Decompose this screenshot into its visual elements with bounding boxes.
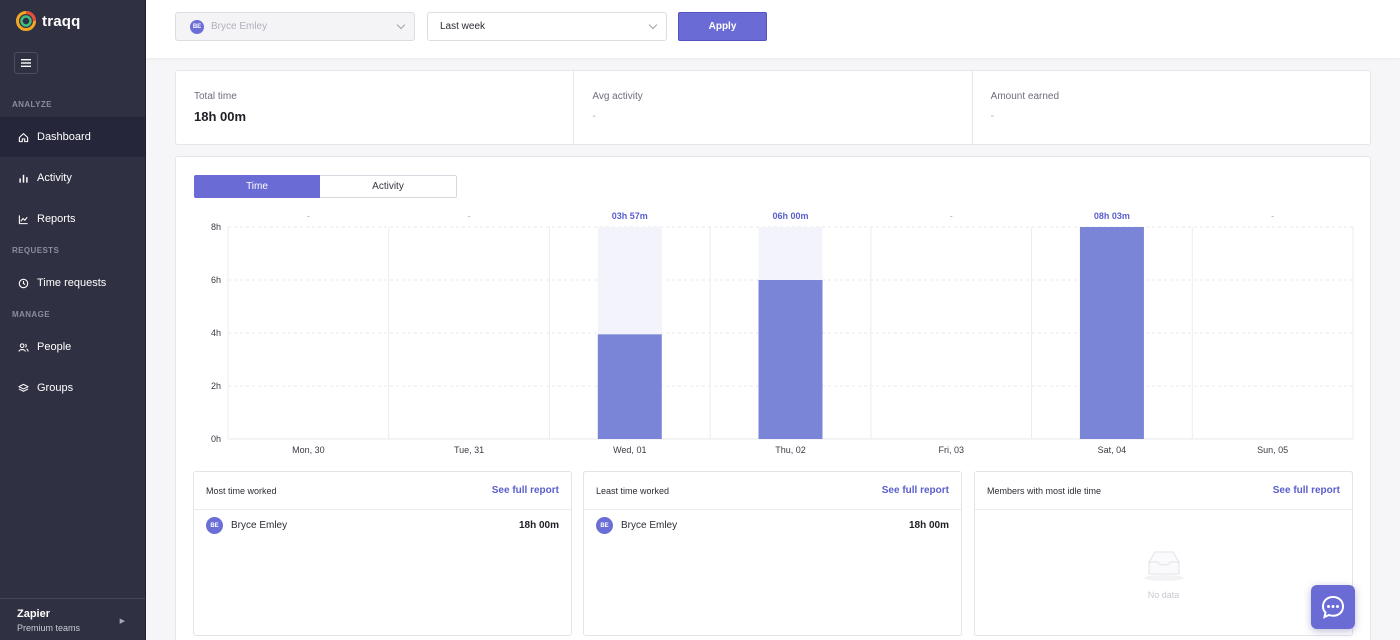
hamburger-icon xyxy=(21,59,31,67)
stat-label: Amount earned xyxy=(990,91,1060,102)
sidebar-item-label: Activity xyxy=(37,172,72,184)
menu-toggle-button[interactable] xyxy=(14,52,38,74)
sidebar-item-reports[interactable]: Reports xyxy=(0,199,145,239)
empty-state: No data xyxy=(975,548,1352,600)
x-tick-label: Mon, 30 xyxy=(292,445,325,455)
app-name: traqq xyxy=(42,12,81,30)
x-tick-label: Wed, 01 xyxy=(613,445,646,455)
y-tick-label: 0h xyxy=(211,434,221,444)
tab-time[interactable]: Time xyxy=(194,175,320,198)
member-duration: 18h 00m xyxy=(518,520,559,531)
tab-activity[interactable]: Activity xyxy=(320,175,457,198)
sidebar-item-time-requests[interactable]: Time requests xyxy=(0,263,145,303)
period-select[interactable]: Last week xyxy=(427,12,667,41)
y-tick-label: 6h xyxy=(211,275,221,285)
chat-support-button[interactable] xyxy=(1311,585,1355,629)
sidebar-item-label: Reports xyxy=(37,213,76,225)
period-select-value: Last week xyxy=(440,21,486,32)
stat-amount-earned: Amount earned - xyxy=(973,71,1370,144)
filter-bar: BE Bryce Emley Last week Apply xyxy=(146,0,1400,58)
bar xyxy=(1079,227,1144,439)
see-full-report-link[interactable]: See full report xyxy=(881,485,949,496)
stat-label: Avg activity xyxy=(592,91,643,102)
x-tick-label: Sun, 05 xyxy=(1257,445,1288,455)
stat-label: Total time xyxy=(194,91,237,102)
member-name: Bryce Emley xyxy=(231,520,288,531)
sidebar-item-dashboard[interactable]: Dashboard xyxy=(0,117,145,157)
section-label-manage: MANAGE xyxy=(12,310,50,319)
stat-total-time: Total time 18h 00m xyxy=(176,71,575,144)
sidebar-item-label: Time requests xyxy=(37,277,107,289)
member-duration: 18h 00m xyxy=(908,520,949,531)
user-select-value: Bryce Emley xyxy=(211,21,268,32)
x-tick-label: Thu, 02 xyxy=(775,445,806,455)
sidebar-item-label: Groups xyxy=(37,382,74,394)
clock-icon xyxy=(18,278,29,288)
card-most-time-worked: Most time worked See full report BE Bryc… xyxy=(193,471,572,636)
caret-right-icon: ▶ xyxy=(119,618,125,625)
app-logo[interactable]: traqq xyxy=(16,11,81,31)
user-select[interactable]: BE Bryce Emley xyxy=(175,12,415,41)
avatar: BE xyxy=(190,19,204,34)
sidebar-item-people[interactable]: People xyxy=(0,327,145,367)
data-label: - xyxy=(307,211,310,221)
org-plan: Premium teams xyxy=(17,623,81,633)
see-full-report-link[interactable]: See full report xyxy=(491,485,559,496)
people-icon xyxy=(18,342,29,352)
sidebar: traqq ANALYZE Dashboard Activity Reports… xyxy=(0,0,146,640)
member-name: Bryce Emley xyxy=(621,520,678,531)
card-title: Least time worked xyxy=(596,485,670,496)
list-item[interactable]: BE Bryce Emley 18h 00m xyxy=(194,510,571,541)
time-bar-chart: 0h 2h 4h 6h 8h - Mon, 30 - Tue, 31 03h 57m Wed, 01… xyxy=(211,211,1354,455)
data-label: - xyxy=(1271,211,1274,221)
data-label: 06h 00m xyxy=(772,211,808,221)
apply-button[interactable]: Apply xyxy=(678,12,767,41)
layers-icon xyxy=(18,383,29,392)
card-title: Most time worked xyxy=(206,485,277,496)
see-full-report-link[interactable]: See full report xyxy=(1272,485,1340,496)
y-tick-label: 8h xyxy=(211,222,221,232)
section-label-analyze: ANALYZE xyxy=(12,100,52,109)
home-icon xyxy=(18,132,29,142)
organization-switcher[interactable]: Zapier Premium teams ▶ xyxy=(0,598,145,640)
card-title: Members with most idle time xyxy=(987,485,1102,496)
card-least-time-worked: Least time worked See full report BE Bry… xyxy=(583,471,962,636)
data-label: 03h 57m xyxy=(612,211,648,221)
empty-state-text: No data xyxy=(1147,590,1180,600)
section-label-requests: REQUESTS xyxy=(12,246,60,255)
chevron-down-icon xyxy=(396,20,406,30)
sidebar-item-groups[interactable]: Groups xyxy=(0,368,145,408)
avatar: BE xyxy=(206,517,223,534)
traqq-logo-icon xyxy=(16,11,36,31)
bar-chart-icon xyxy=(19,174,28,183)
stat-value: - xyxy=(990,111,994,122)
list-item[interactable]: BE Bryce Emley 18h 00m xyxy=(584,510,961,541)
bar xyxy=(758,280,823,439)
card-most-idle-time: Members with most idle time See full rep… xyxy=(974,471,1353,636)
sidebar-item-label: People xyxy=(37,341,72,353)
avatar: BE xyxy=(596,517,613,534)
sidebar-item-label: Dashboard xyxy=(37,131,91,143)
chevron-down-icon xyxy=(648,20,658,30)
data-label: 08h 03m xyxy=(1094,211,1130,221)
stat-value: 18h 00m xyxy=(194,109,247,124)
sidebar-item-activity[interactable]: Activity xyxy=(0,158,145,198)
y-tick-label: 4h xyxy=(211,328,221,338)
empty-inbox-icon xyxy=(1143,551,1184,581)
data-label: - xyxy=(950,211,953,221)
chart-mode-toggle: Time Activity xyxy=(194,175,457,199)
reports-icon xyxy=(18,214,28,224)
org-name: Zapier xyxy=(17,608,51,620)
chat-bubble-icon xyxy=(1321,595,1345,619)
x-tick-label: Fri, 03 xyxy=(938,445,964,455)
y-tick-label: 2h xyxy=(211,381,221,391)
stat-avg-activity: Avg activity - xyxy=(574,71,973,144)
time-chart-panel: Time Activity 0h 2h 4h 6h 8h - Mon, 30 - Tue, 31… xyxy=(175,156,1371,640)
summary-stats: Total time 18h 00m Avg activity - Amount… xyxy=(175,70,1371,145)
data-label: - xyxy=(468,211,471,221)
x-tick-label: Sat, 04 xyxy=(1098,445,1127,455)
bar xyxy=(597,334,662,439)
stat-value: - xyxy=(592,111,596,122)
x-tick-label: Tue, 31 xyxy=(454,445,484,455)
